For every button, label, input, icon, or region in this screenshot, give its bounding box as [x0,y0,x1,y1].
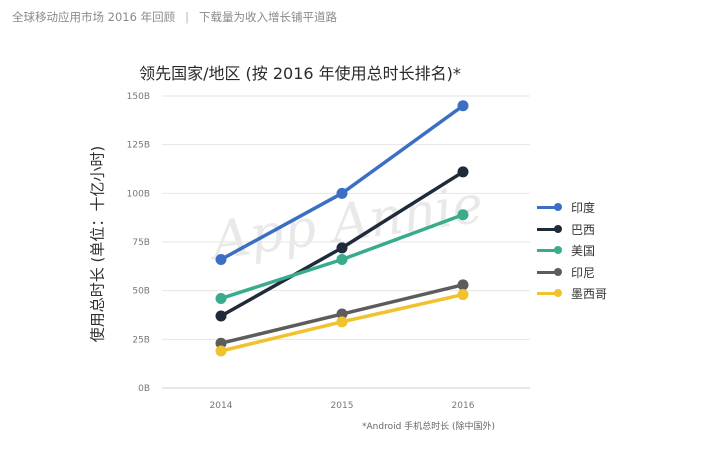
data-point [336,242,348,254]
y-tick-label: 100B [127,189,150,199]
series-lines [215,100,469,357]
legend-swatch [537,289,562,298]
y-tick-label: 0B [138,384,150,394]
data-point [336,254,348,266]
x-tick-label: 2015 [331,401,354,411]
data-point [215,292,227,304]
data-point [215,310,227,322]
data-point [336,316,348,328]
legend: 印度巴西美国印尼墨西哥 [537,197,607,305]
data-point [457,209,469,221]
y-tick-label: 150B [127,92,150,102]
legend-item: 印度 [537,197,607,219]
legend-label: 墨西哥 [571,287,608,302]
header-separator: | [185,10,189,24]
legend-label: 巴西 [571,222,596,237]
data-point [457,100,469,112]
x-tick-label: 2014 [210,401,233,411]
legend-label: 印度 [571,201,596,216]
data-point [215,337,227,349]
data-point [336,187,348,199]
legend-item: 巴西 [537,219,607,241]
legend-swatch [537,203,562,212]
y-tick-label: 50B [132,287,150,297]
data-point [336,308,348,320]
legend-item: 墨西哥 [537,283,607,305]
legend-label: 印尼 [571,265,596,280]
y-tick-label: 75B [132,238,150,248]
y-tick-label: 125B [127,141,150,151]
legend-swatch [537,224,562,233]
data-point [457,289,469,301]
data-point [215,254,227,266]
legend-item: 美国 [537,240,607,262]
footnote: *Android 手机总时长 (除中国外) [362,422,496,432]
legend-item: 印尼 [537,262,607,284]
x-tick-label: 2016 [452,401,475,411]
report-title: 全球移动应用市场 2016 年回顾 [12,10,176,24]
report-header: 全球移动应用市场 2016 年回顾 | 下载量为收入增长铺平道路 [12,9,337,25]
data-point [457,166,469,178]
data-point [215,345,227,357]
report-subtitle: 下载量为收入增长铺平道路 [198,10,337,24]
legend-label: 美国 [571,244,596,259]
data-point [457,279,469,291]
legend-swatch [537,246,562,255]
legend-swatch [537,267,562,276]
axis-ticks: 0B 25B 50B 75B 100B 125B 150B 2014 2015 2016 [127,92,475,411]
chart-title: 领先国家/地区 (按 2016 年使用总时长排名)* [139,64,461,83]
y-tick-label: 25B [132,335,150,345]
